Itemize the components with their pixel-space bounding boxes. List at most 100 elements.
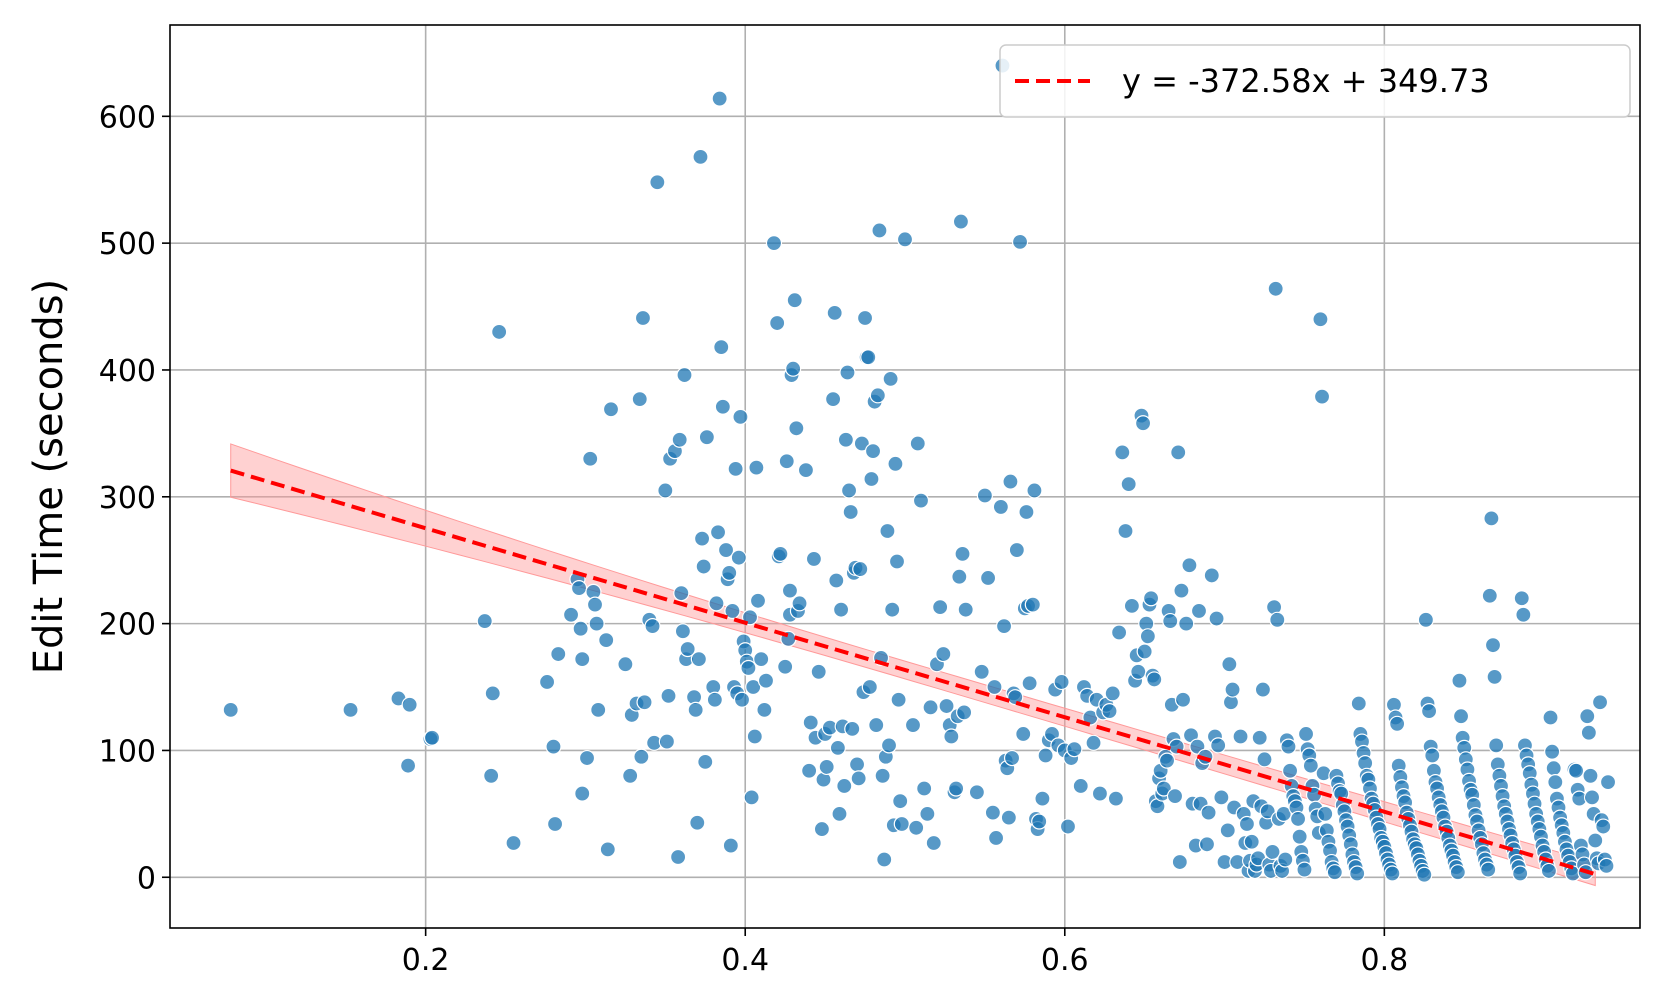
scatter-point xyxy=(1547,774,1564,791)
scatter-point xyxy=(1512,865,1529,882)
y-tick-label: 100 xyxy=(99,734,156,769)
scatter-point xyxy=(837,431,854,448)
scatter-point xyxy=(932,599,949,616)
scatter-point xyxy=(1545,760,1562,777)
scatter-point xyxy=(721,564,738,581)
scatter-point xyxy=(622,767,639,784)
scatter-point xyxy=(1111,624,1128,641)
scatter-point xyxy=(1018,503,1035,521)
scatter-point xyxy=(1583,789,1601,806)
scatter-point xyxy=(1221,656,1238,673)
scatter-point xyxy=(828,572,845,589)
scatter-point xyxy=(1072,777,1089,795)
scatter-point xyxy=(617,656,634,673)
scatter-point xyxy=(698,429,715,446)
scatter-point xyxy=(1256,751,1273,768)
scatter-point xyxy=(1595,818,1612,835)
scatter-point xyxy=(1420,703,1438,720)
x-tick-label: 0.2 xyxy=(402,943,450,978)
scatter-point xyxy=(884,601,901,618)
scatter-point xyxy=(1297,725,1315,743)
scatter-point xyxy=(1139,628,1156,645)
scatter-point xyxy=(1349,865,1366,882)
scatter-point xyxy=(649,174,666,191)
scatter-point xyxy=(864,443,882,460)
scatter-point xyxy=(1542,709,1559,726)
scatter-point xyxy=(948,780,965,797)
scatter-point xyxy=(791,595,808,612)
scatter-point xyxy=(856,309,874,327)
scatter-point xyxy=(671,431,688,448)
scatter-point xyxy=(1158,752,1176,769)
scatter-point xyxy=(1599,774,1617,791)
scatter-point xyxy=(636,694,653,711)
scatter-point xyxy=(829,739,846,757)
fit-line-layer xyxy=(230,468,1596,877)
scatter-point xyxy=(1008,541,1025,559)
scatter-point xyxy=(673,585,690,602)
scatter-point xyxy=(1254,681,1272,698)
scatter-point xyxy=(1416,866,1433,883)
scatter-point xyxy=(1203,567,1220,584)
scatter-point xyxy=(1120,476,1137,493)
scatter-point xyxy=(1591,694,1609,711)
scatter-point xyxy=(1130,663,1147,680)
scatter-point xyxy=(1101,703,1118,720)
grid-layer xyxy=(170,25,1640,928)
scatter-point xyxy=(401,696,418,713)
legend-entry-fit-line: y = -372.58x + 349.73 xyxy=(1122,62,1490,100)
scatter-point xyxy=(660,687,677,705)
scatter-point xyxy=(590,701,607,718)
scatter-point xyxy=(1238,815,1256,833)
scatter-point xyxy=(1567,762,1585,779)
scatter-point xyxy=(1587,832,1604,849)
scatter-point xyxy=(505,834,522,852)
scatter-point xyxy=(909,435,926,452)
scatter-point xyxy=(839,364,856,381)
scatter-point xyxy=(1170,444,1187,461)
scatter-point xyxy=(1582,767,1599,784)
scatter-point xyxy=(1213,789,1230,806)
scatter-point xyxy=(1544,743,1561,760)
scatter-point xyxy=(1515,606,1532,623)
scatter-point xyxy=(1451,672,1468,689)
scatter-point xyxy=(582,450,599,467)
scatter-point xyxy=(1034,790,1051,807)
scatter-point xyxy=(1275,805,1292,822)
scatter-point xyxy=(852,560,869,578)
scatter-point xyxy=(1011,233,1029,250)
confidence-band-layer xyxy=(230,443,1596,887)
y-tick-label: 600 xyxy=(99,100,156,135)
scatter-point xyxy=(781,582,799,599)
scatter-point xyxy=(1003,749,1021,767)
scatter-point xyxy=(1384,865,1401,882)
scatter-point xyxy=(788,420,805,437)
scatter-point xyxy=(1486,668,1503,685)
scatter-point xyxy=(1173,582,1190,599)
scatter-point xyxy=(633,748,650,765)
scatter-point xyxy=(1389,715,1406,732)
scatter-point xyxy=(853,435,870,452)
scatter-point xyxy=(1114,444,1131,461)
scatter-point xyxy=(1484,637,1502,654)
scatter-point xyxy=(943,728,960,745)
scatter-point xyxy=(1580,724,1597,741)
scatter-point xyxy=(1317,805,1334,822)
legend-box xyxy=(999,44,1631,118)
scatter-point xyxy=(890,691,907,708)
y-axis-ticks: 0 100 200 300 400 500 600 xyxy=(99,100,170,896)
scatter-point xyxy=(717,541,735,559)
scatter-point xyxy=(1059,818,1077,835)
scatter-point xyxy=(1232,728,1249,745)
scatter-point xyxy=(786,292,803,309)
scatter-point xyxy=(1259,803,1276,820)
scatter-point xyxy=(713,339,730,356)
scatter-point xyxy=(631,391,648,408)
scatter-point xyxy=(1181,557,1198,574)
scatter-point xyxy=(912,492,930,509)
scatter-point xyxy=(861,678,878,696)
scatter-point xyxy=(689,814,706,831)
scatter-point xyxy=(1312,311,1329,328)
scatter-point xyxy=(772,545,789,562)
